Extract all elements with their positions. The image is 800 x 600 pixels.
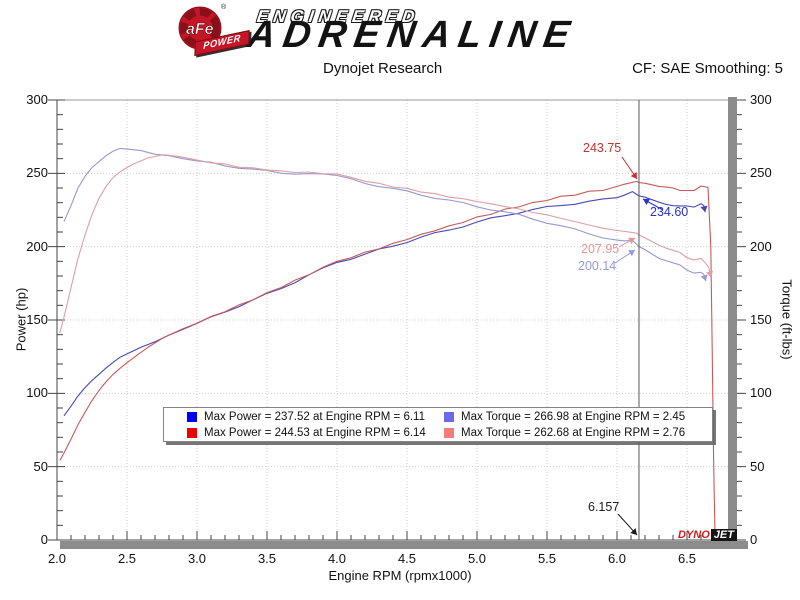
dynojet-logo: DYNO JET — [678, 528, 737, 542]
chart-source-title: Dynojet Research — [323, 60, 443, 77]
legend-box: Max Power = 237.52 at Engine RPM = 6.11 … — [163, 407, 713, 442]
arrowhead — [706, 270, 714, 278]
legend-swatch-pink — [444, 427, 454, 438]
legend-label: Max Power = 237.52 at Engine RPM = 6.11 — [204, 410, 425, 423]
legend-item-power-run1: Max Power = 237.52 at Engine RPM = 6.11 — [187, 411, 444, 423]
curve-power-run2 — [59, 180, 716, 536]
arrowhead — [700, 205, 708, 213]
registered-trademark: ® — [221, 4, 227, 11]
legend-swatch-slate — [444, 411, 454, 422]
afe-circle-text: aFe — [186, 21, 214, 38]
dynojet-logo-jet: JET — [710, 529, 737, 541]
right-frame-bar — [728, 97, 737, 549]
legend-swatch-red — [187, 427, 197, 438]
curve-power-run1 — [63, 190, 706, 417]
arrowhead — [643, 198, 650, 206]
legend-label: Max Torque = 266.98 at Engine RPM = 2.45 — [461, 410, 686, 423]
legend-row: Max Power = 237.52 at Engine RPM = 6.11 … — [164, 409, 712, 424]
legend-label: Max Torque = 262.68 at Engine RPM = 2.76 — [461, 426, 686, 439]
bottom-frame-bar — [60, 541, 748, 549]
curve-torque-run1 — [63, 147, 707, 282]
legend-row: Max Power = 244.53 at Engine RPM = 6.14 … — [164, 425, 712, 440]
smoothing-setting: CF: SAE Smoothing: 5 — [632, 60, 783, 77]
curve-torque-run2 — [59, 154, 712, 334]
arrowhead — [628, 237, 635, 245]
legend-swatch-blue — [187, 411, 197, 422]
arrowhead — [628, 250, 635, 257]
legend-item-power-run2: Max Power = 244.53 at Engine RPM = 6.14 — [187, 427, 444, 439]
legend-item-torque-run2: Max Torque = 262.68 at Engine RPM = 2.76 — [444, 427, 685, 439]
arrowhead — [630, 172, 637, 179]
arrowhead — [630, 528, 637, 535]
arrowhead — [700, 274, 708, 282]
legend-item-torque-run1: Max Torque = 266.98 at Engine RPM = 2.45 — [444, 411, 685, 423]
dynojet-logo-dyno: DYNO — [678, 529, 710, 541]
legend-label: Max Power = 244.53 at Engine RPM = 6.14 — [204, 426, 426, 439]
